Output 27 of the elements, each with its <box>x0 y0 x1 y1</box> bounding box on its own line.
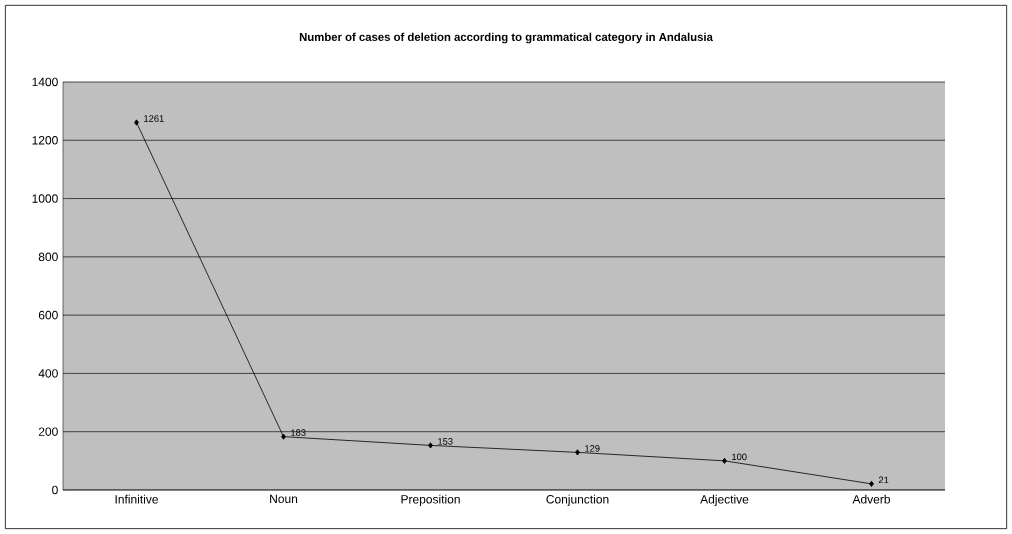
y-tick-label: 800 <box>38 252 58 262</box>
data-label: 100 <box>732 453 747 461</box>
x-tick-label: Infinitive <box>115 494 158 504</box>
y-tick-label: 200 <box>38 427 58 436</box>
point <box>134 119 139 126</box>
y-tick-label: 0 <box>52 485 58 495</box>
y-tick-label: 400 <box>38 369 58 378</box>
point <box>575 449 580 456</box>
point <box>869 480 874 487</box>
point <box>428 442 433 449</box>
x-tick-label: Adjective <box>700 494 749 506</box>
data-label: 129 <box>585 445 600 452</box>
data-label: 153 <box>438 438 453 445</box>
chart-title: Number of cases of deletion according to grammatical category in Andalusia <box>299 32 713 44</box>
data-label: 21 <box>878 476 889 484</box>
data-label: 183 <box>291 429 306 436</box>
x-tick-label: Preposition <box>401 494 460 506</box>
x-tick-label: Adverb <box>852 494 890 504</box>
point <box>281 433 286 440</box>
x-tick-label: Conjunction <box>546 494 609 506</box>
x-tick-label: Noun <box>270 494 298 504</box>
y-tick-label: 1200 <box>32 136 58 145</box>
point <box>722 457 727 464</box>
y-tick-label: 600 <box>38 310 58 320</box>
y-tick-label: 1400 <box>32 77 58 87</box>
data-label: 1261 <box>144 115 164 122</box>
y-tick-label: 1000 <box>32 194 58 203</box>
